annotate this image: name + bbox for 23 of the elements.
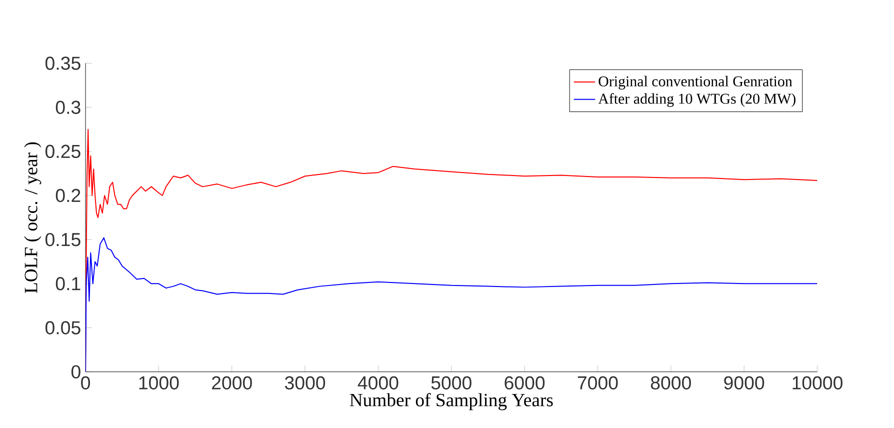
y-tick-label: 0.25 (45, 144, 80, 158)
x-tick-label: 6000 (504, 376, 545, 390)
x-tick-label: 1000 (139, 376, 179, 390)
y-tick-label: 0.1 (56, 277, 80, 290)
legend-label: Original conventional Genration (598, 76, 792, 90)
y-tick-label: 0.3 (56, 100, 80, 114)
x-tick-label: 7000 (578, 376, 618, 390)
x-tick-label: 3000 (284, 376, 326, 390)
y-tick-label: 0.15 (45, 233, 80, 246)
x-tick-label: 9000 (724, 376, 764, 390)
x-tick-label: 2000 (212, 376, 252, 390)
x-tick-label: 5000 (431, 376, 472, 390)
x-tick-label: 4000 (358, 376, 398, 390)
legend-label: After adding 10 WTGs (20 MW) (598, 93, 796, 108)
y-tick-label: 0.2 (56, 189, 80, 202)
y-tick-label: 0.35 (45, 56, 80, 70)
y-tick-label: 0.05 (45, 321, 80, 335)
x-tick-label: 10000 (792, 376, 842, 390)
x-axis-title: Number of Sampling Years (350, 393, 553, 410)
x-tick-label: 8000 (650, 376, 691, 390)
x-tick-label: 0 (81, 376, 90, 390)
y-tick-label: 0 (71, 365, 80, 379)
y-axis-title: LOLF ( occ. / year ) (24, 142, 42, 294)
